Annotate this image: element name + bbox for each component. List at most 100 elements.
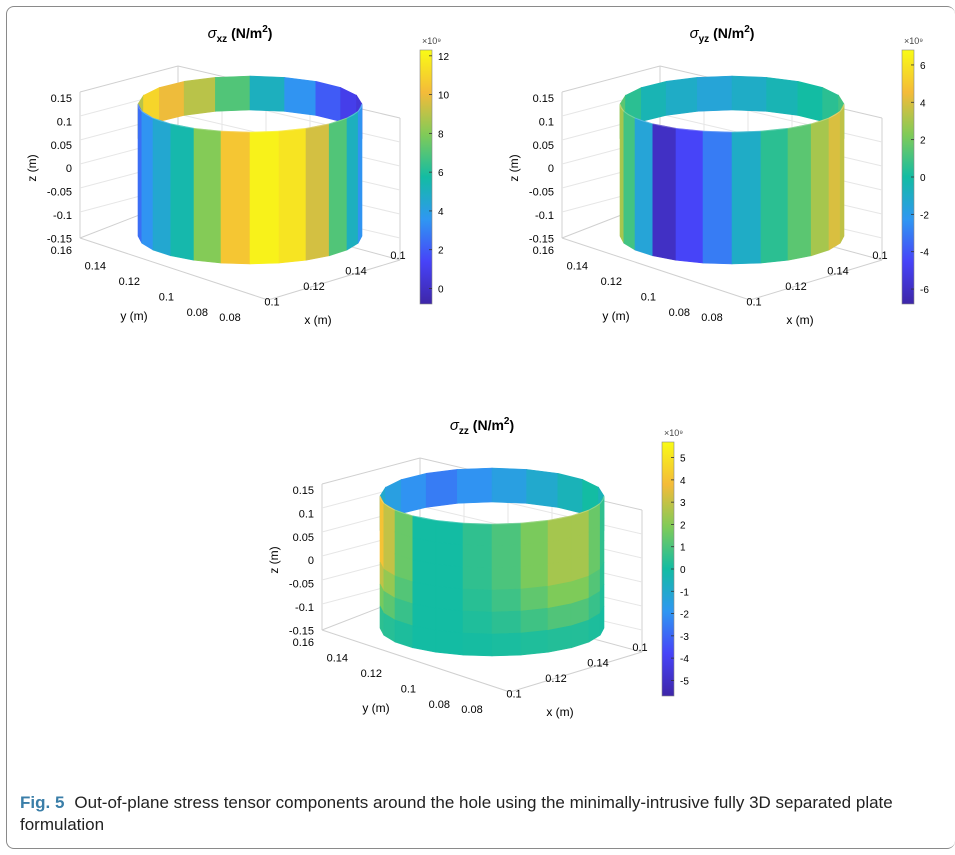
z-tick-label: 0.05 (533, 140, 554, 152)
outer-surface-patch (462, 566, 493, 591)
y-tick-label: 0.16 (51, 245, 72, 257)
inner-surface-band (425, 469, 458, 508)
inner-surface-band (641, 80, 667, 122)
colorbar-tick-label: 4 (680, 476, 686, 487)
outer-surface-patch (435, 585, 464, 612)
figure-caption: Fig. 5 Out-of-plane stress tensor compone… (20, 792, 930, 836)
colorbar-tick-label: 4 (438, 207, 444, 218)
z-tick-label: 0.1 (539, 116, 554, 128)
outer-surface-band (249, 130, 280, 265)
outer-surface-band (839, 103, 845, 244)
chart-title: σxz (N/m2) (208, 24, 273, 45)
z-tick-label: -0.05 (47, 187, 72, 199)
colorbar-tick-label: -2 (680, 610, 689, 621)
inner-surface-band (159, 80, 185, 122)
outer-surface-band (328, 117, 348, 257)
outer-surface-patch (599, 605, 605, 636)
colorbar-tick-label: 4 (920, 98, 926, 109)
colorbar-tick-label: 2 (680, 520, 686, 531)
x-axis-label: x (m) (786, 313, 813, 327)
x-axis-label: x (m) (304, 313, 331, 327)
y-axis-label: y (m) (362, 701, 389, 715)
y-tick-label: 0.1 (401, 684, 416, 696)
y-tick-label: 0.12 (119, 276, 140, 288)
outer-surface-band (278, 127, 307, 264)
y-tick-label: 0.1 (159, 292, 174, 304)
outer-surface-patch (491, 588, 522, 613)
colorbar-tick-label: 0 (680, 565, 686, 576)
colorbar-tick-label: -6 (920, 285, 929, 296)
z-tick-label: -0.15 (47, 233, 72, 245)
z-tick-label: 0 (308, 555, 314, 567)
z-tick-label: 0.1 (299, 508, 314, 520)
axis-box-line (749, 259, 883, 301)
x-tick-label: 0.14 (827, 266, 848, 278)
colorbar-multiplier: ×10⁹ (904, 36, 923, 46)
z-tick-label: -0.15 (529, 233, 554, 245)
outer-surface-band (141, 110, 154, 251)
outer-surface-band (828, 110, 841, 251)
axis-box-line (561, 237, 751, 301)
z-tick-label: -0.1 (53, 210, 72, 222)
caption-label: Fig. 5 (20, 793, 65, 812)
outer-surface-band (810, 117, 830, 257)
outer-surface-band (652, 123, 677, 261)
y-tick-label: 0.14 (567, 261, 588, 273)
inner-surface-band (249, 75, 285, 112)
outer-surface-patch (520, 519, 549, 546)
inner-surface-band (215, 75, 251, 112)
x-tick-label: 0.12 (545, 673, 566, 685)
x-tick-label: 0.12 (303, 281, 324, 293)
z-axis-label: z (m) (25, 154, 39, 181)
z-tick-label: 0.15 (293, 485, 314, 497)
x-tick-label: 0.08 (701, 312, 722, 324)
y-tick-label: 0.16 (533, 245, 554, 257)
y-axis-label: y (m) (120, 309, 147, 323)
z-tick-label: 0.05 (51, 140, 72, 152)
colorbar-tick-label: 12 (438, 52, 450, 63)
cylinder-rim (379, 495, 605, 525)
colorbar-tick-label: 8 (438, 129, 444, 140)
colorbar-tick-label: 3 (680, 498, 686, 509)
colorbar-tick-label: -1 (680, 587, 689, 598)
outer-surface-band (220, 130, 251, 265)
outer-surface-patch (412, 625, 437, 653)
inner-surface-band (491, 467, 527, 504)
outer-surface-band (357, 103, 363, 244)
x-tick-label: 0.1 (632, 642, 647, 654)
x-tick-label: 0.1 (872, 250, 887, 262)
x-tick-label: 0.14 (345, 266, 366, 278)
outer-surface-patch (462, 522, 493, 547)
colorbar-tick-label: 5 (680, 454, 686, 465)
outer-surface-band (619, 103, 625, 244)
x-axis-label: x (m) (546, 705, 573, 719)
y-tick-label: 0.14 (85, 261, 106, 273)
x-tick-label: 0.1 (506, 689, 521, 701)
outer-surface-band (760, 127, 789, 264)
colorbar-tick-label: 10 (438, 91, 450, 102)
z-tick-label: 0.15 (533, 93, 554, 105)
x-tick-label: 0.14 (587, 658, 608, 670)
outer-surface-patch (520, 585, 549, 612)
chart-panel-2: σyz (N/m2) 0.15 0.1 0.05 0 -0.05 -0.1 -0.15 z (m… (507, 24, 929, 327)
inner-surface-band (183, 77, 216, 116)
z-tick-label: 0.15 (51, 93, 72, 105)
x-tick-label: 0.1 (746, 297, 761, 309)
inner-surface-band (457, 467, 493, 504)
z-axis-label: z (m) (507, 154, 521, 181)
colorbar-tick-label: -4 (680, 654, 689, 665)
outer-surface-patch (491, 632, 522, 657)
y-axis-label: y (m) (602, 309, 629, 323)
axis-box-line (79, 237, 269, 301)
outer-surface-patch (491, 522, 522, 547)
outer-surface-patch (491, 544, 522, 569)
inner-surface-band (526, 469, 559, 508)
outer-surface-band (193, 127, 222, 264)
z-tick-label: 0 (548, 163, 554, 175)
chart-panel-3: σzz (N/m2)0.150.10.050-0.05-0.1-0.15z (m… (267, 416, 689, 719)
outer-surface-band (346, 110, 359, 251)
outer-surface-band (623, 110, 636, 251)
inner-surface-band (665, 77, 698, 116)
z-tick-label: -0.05 (529, 187, 554, 199)
inner-surface-band (797, 80, 823, 122)
